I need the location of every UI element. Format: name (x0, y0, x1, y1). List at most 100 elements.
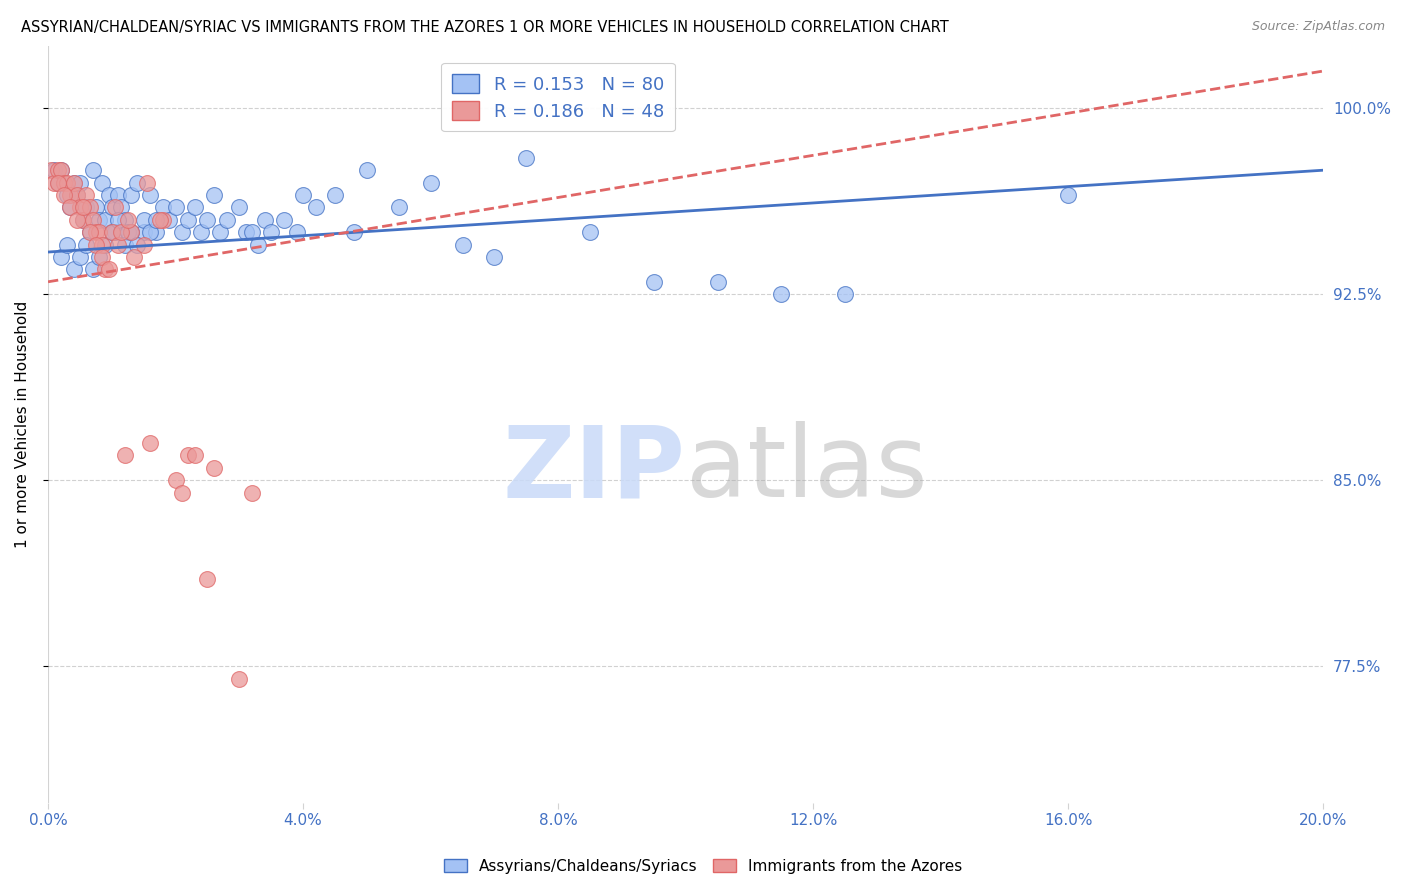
Point (53, 176, 76, 190)
Point (228, 201, 250, 215)
Point (643, 275, 665, 289)
Point (170, 225, 193, 239)
Point (44, 176, 66, 190)
Point (72, 201, 94, 215)
Text: ASSYRIAN/CHALDEAN/SYRIAC VS IMMIGRANTS FROM THE AZORES 1 OR MORE VEHICLES IN HOU: ASSYRIAN/CHALDEAN/SYRIAC VS IMMIGRANTS F… (21, 20, 949, 35)
Point (101, 225, 124, 239)
Point (235, 225, 257, 239)
Point (104, 225, 127, 239)
Point (165, 473, 187, 487)
Point (165, 201, 187, 215)
Text: atlas: atlas (686, 421, 928, 518)
Point (515, 151, 537, 165)
Point (72, 212, 94, 227)
Point (215, 212, 238, 227)
Text: Source: ZipAtlas.com: Source: ZipAtlas.com (1251, 20, 1385, 33)
Legend: Assyrians/Chaldeans/Syriacs, Immigrants from the Azores: Assyrians/Chaldeans/Syriacs, Immigrants … (437, 853, 969, 880)
Y-axis label: 1 or more Vehicles in Household: 1 or more Vehicles in Household (15, 301, 30, 548)
Point (69, 176, 91, 190)
Point (122, 250, 145, 264)
Point (120, 225, 142, 239)
Point (260, 225, 283, 239)
Point (101, 201, 124, 215)
Point (66, 188, 89, 202)
Point (59, 201, 82, 215)
Point (834, 287, 856, 301)
Point (56, 176, 79, 190)
Point (69, 201, 91, 215)
Point (202, 188, 225, 202)
Point (228, 672, 250, 686)
Point (39, 163, 62, 178)
Point (419, 176, 441, 190)
Point (107, 188, 129, 202)
Point (202, 460, 225, 475)
Point (69, 250, 91, 264)
Point (253, 212, 276, 227)
Point (62, 176, 84, 190)
Point (97, 188, 120, 202)
Point (75, 201, 97, 215)
Point (209, 225, 232, 239)
Point (94, 212, 117, 227)
Point (66, 212, 89, 227)
Point (82, 262, 104, 277)
Point (59, 201, 82, 215)
Point (145, 225, 167, 239)
Point (139, 436, 162, 450)
Point (46, 163, 69, 178)
Point (183, 449, 205, 463)
Point (114, 212, 136, 227)
Point (117, 212, 139, 227)
Point (59, 188, 82, 202)
Point (706, 275, 728, 289)
Point (75, 237, 97, 252)
Point (356, 163, 378, 178)
Point (44, 163, 66, 178)
Point (79, 225, 101, 239)
Point (579, 225, 602, 239)
Point (247, 237, 270, 252)
Point (66, 188, 89, 202)
Point (117, 225, 139, 239)
Point (84, 237, 107, 252)
Point (388, 201, 411, 215)
Point (127, 237, 149, 252)
Point (120, 188, 142, 202)
Point (84, 225, 107, 239)
Point (170, 485, 193, 500)
Point (84, 201, 107, 215)
Point (451, 237, 474, 252)
Point (152, 201, 174, 215)
Point (53, 188, 76, 202)
Point (120, 225, 142, 239)
Point (114, 449, 136, 463)
Point (79, 225, 101, 239)
Point (46, 176, 69, 190)
Point (87, 225, 110, 239)
Point (132, 237, 155, 252)
Point (94, 262, 117, 277)
Point (104, 201, 127, 215)
Point (157, 212, 180, 227)
Point (46, 176, 69, 190)
Point (197, 572, 219, 586)
Point (94, 237, 117, 252)
Point (152, 212, 174, 227)
Point (323, 188, 346, 202)
Point (101, 225, 124, 239)
Point (135, 176, 157, 190)
Point (132, 212, 155, 227)
Point (62, 262, 84, 277)
Point (139, 188, 162, 202)
Point (770, 287, 793, 301)
Point (292, 188, 315, 202)
Point (91, 250, 114, 264)
Point (91, 237, 114, 252)
Point (97, 262, 120, 277)
Point (240, 225, 263, 239)
Point (49, 163, 72, 178)
Point (107, 212, 129, 227)
Point (56, 188, 79, 202)
Point (107, 237, 129, 252)
